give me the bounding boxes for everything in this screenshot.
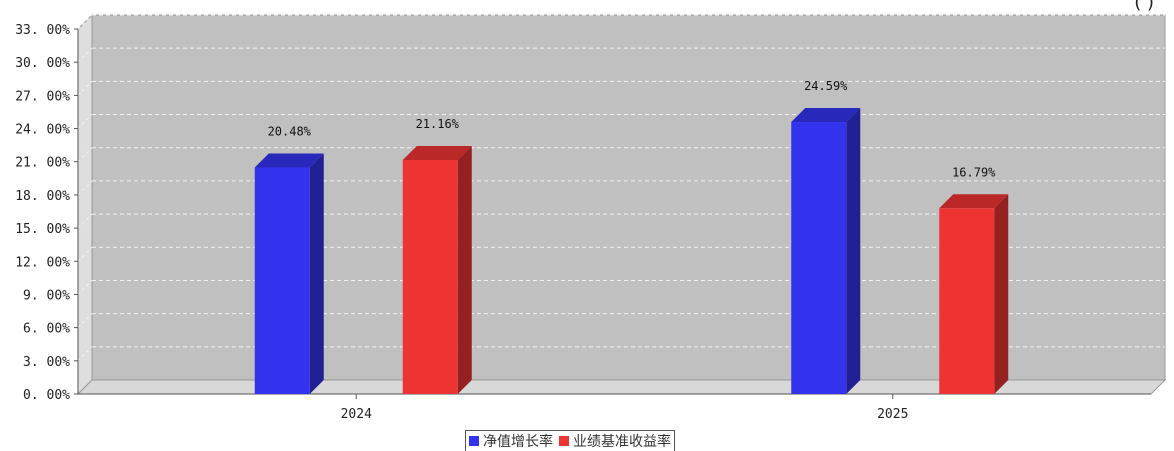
bar-side [846,108,861,394]
bar-front [402,159,458,394]
legend-swatch-series-1 [469,436,479,446]
bar-side [309,153,324,394]
legend-swatch-series-2 [559,436,569,446]
x-axis-ticks: 2024 2025 [341,394,908,422]
legend-item-series-1[interactable]: 净值增长率 [469,431,553,451]
y-tick-label: 27. 00% [15,89,70,104]
bar [791,108,861,394]
bar [939,194,1009,394]
bar-top [402,145,472,160]
bar-front [939,208,995,394]
legend-label-series-2: 业绩基准收益率 [573,434,671,450]
bar [402,145,472,394]
corner-annotation: ( ) [1134,0,1154,13]
x-tick-label: 2025 [877,407,908,422]
left-wall [77,13,93,396]
bar-front [254,167,310,394]
y-tick-label: 30. 00% [15,56,70,71]
bar-top [791,108,861,123]
y-tick-label: 18. 00% [15,189,70,204]
legend-label-series-1: 净值增长率 [483,434,553,450]
data-label: 24.59% [804,79,848,93]
legend-item-series-2[interactable]: 业绩基准收益率 [559,431,671,451]
bar-side [994,194,1009,394]
bar-front [791,122,847,394]
y-tick-label: 12. 00% [15,255,70,270]
data-label: 16.79% [952,165,996,179]
bar [254,153,324,394]
y-axis-ticks: 0. 00% 3. 00% 6. 00% 9. 00% 12. 00% 15. 00% 18… [15,23,78,403]
bar-top [254,153,324,168]
y-tick-label: 24. 00% [15,123,70,138]
bars [254,108,1009,394]
y-tick-label: 0. 00% [23,388,70,403]
y-tick-label: 9. 00% [23,288,70,303]
legend: 净值增长率 业绩基准收益率 [465,430,675,451]
data-label: 20.48% [268,124,312,138]
y-tick-label: 3. 00% [23,355,70,370]
value-labels: 20.48% 21.16% 24.59% 16.79% [268,79,997,179]
x-tick-label: 2024 [341,407,372,422]
y-tick-label: 33. 00% [15,23,70,38]
data-label: 21.16% [416,117,460,131]
bar-side [457,145,472,394]
y-tick-label: 6. 00% [23,322,70,337]
bar-top [939,194,1009,209]
y-tick-label: 21. 00% [15,156,70,171]
y-tick-label: 15. 00% [15,222,70,237]
